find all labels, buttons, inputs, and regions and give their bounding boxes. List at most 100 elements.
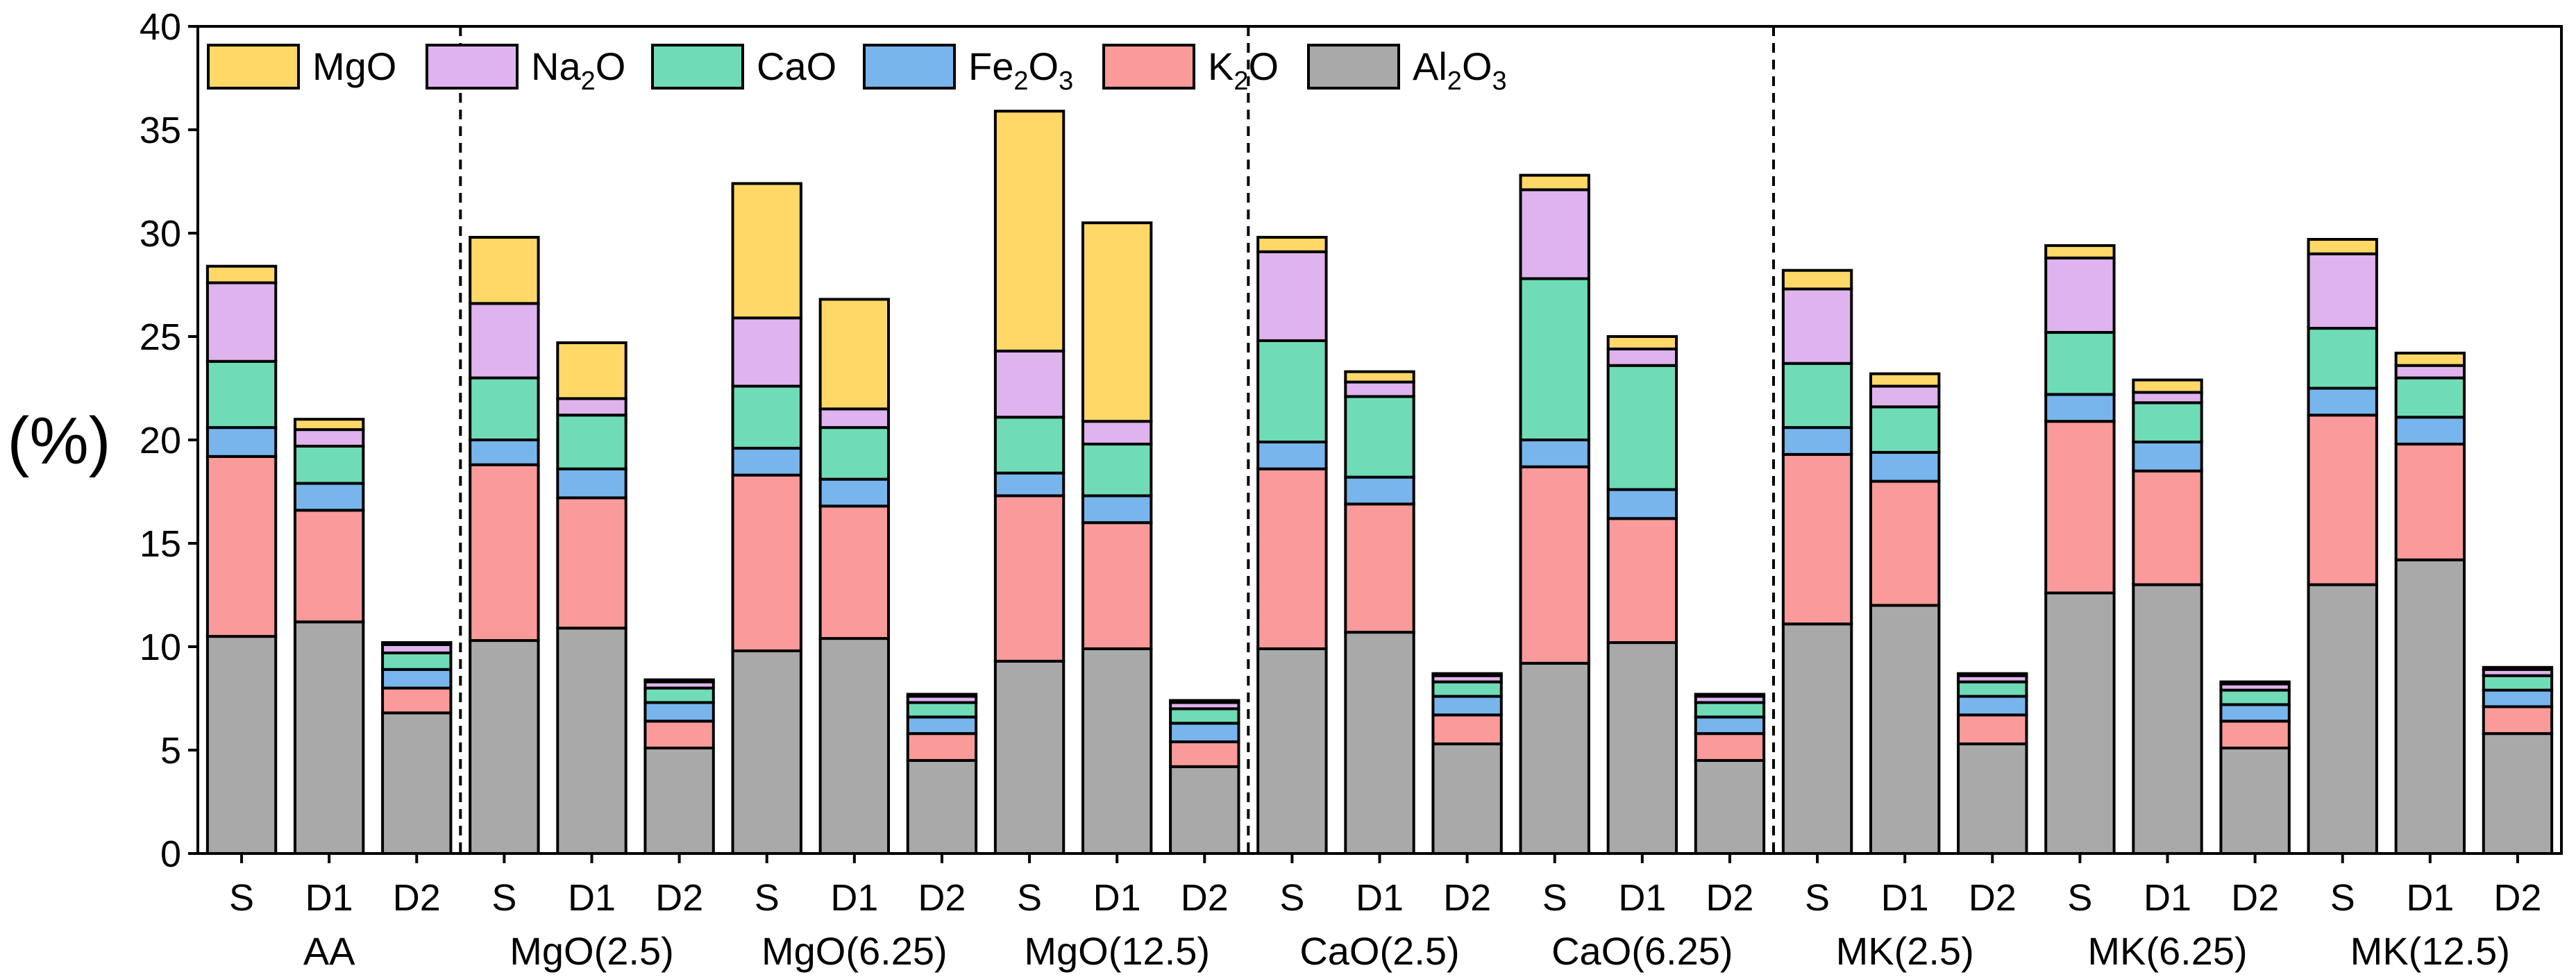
bar-segment-k2o: [1519, 465, 1590, 665]
bar-segment-al2o3: [1081, 647, 1153, 855]
bar-segment-k2o: [1869, 479, 1941, 607]
bar-segment-fe2o3: [2394, 416, 2466, 445]
y-tick-label: 30: [140, 213, 181, 255]
bar-segment-mgo: [1606, 335, 1678, 350]
bar-segment-mgo: [1169, 699, 1240, 704]
bar-segment-fe2o3: [2307, 386, 2378, 417]
legend-label: Na2O: [531, 44, 625, 96]
stacked-bar: [469, 235, 540, 855]
x-tick-label: D2: [1969, 877, 2017, 919]
bar-segment-k2o: [643, 720, 715, 750]
bar-segment-al2o3: [2307, 583, 2378, 855]
stacked-bar: [381, 641, 453, 855]
legend-item-al2o3: Al2O3: [1307, 44, 1507, 96]
bar-segment-k2o: [2307, 414, 2378, 586]
x-tick-label: S: [2330, 877, 2355, 919]
bar-segment-fe2o3: [993, 471, 1066, 498]
x-tick-label: D1: [568, 877, 616, 919]
x-tick-label: D1: [305, 877, 353, 919]
bar-segment-k2o: [2394, 442, 2466, 561]
bar-segment-fe2o3: [2132, 440, 2203, 473]
bar-segment-al2o3: [2482, 732, 2554, 856]
bar-segment-k2o: [1431, 713, 1503, 746]
bar-segment-cao: [381, 651, 453, 671]
bar-segment-fe2o3: [1869, 450, 1941, 483]
bar-segment-na2o: [2132, 391, 2203, 405]
group-label: MgO(2.5): [510, 929, 674, 973]
bar-segment-na2o: [993, 349, 1066, 419]
x-tick-label: D1: [1356, 877, 1404, 919]
group-label: CaO(6.25): [1551, 929, 1733, 973]
y-axis-label: (%): [7, 404, 110, 478]
legend-item-cao: CaO: [651, 44, 836, 90]
y-tick-label: 35: [140, 110, 181, 151]
bar-segment-mgo: [906, 693, 978, 698]
bar-segment-fe2o3: [2482, 688, 2554, 708]
group-label: MgO(6.25): [761, 929, 948, 973]
bar-segment-k2o: [2044, 420, 2116, 595]
bar-segment-k2o: [731, 473, 802, 652]
stacked-bar: [906, 693, 978, 856]
legend-swatch: [651, 44, 744, 90]
bar-segment-na2o: [1256, 250, 1328, 342]
bar-segment-cao: [556, 414, 628, 470]
bar-segment-k2o: [556, 496, 628, 630]
bar-segment-na2o: [1081, 420, 1153, 445]
bar-segment-k2o: [293, 509, 365, 624]
bar-segment-mgo: [556, 341, 628, 400]
stacked-bar: [1431, 672, 1503, 856]
legend-swatch: [1307, 44, 1400, 90]
x-tick-label: S: [1805, 877, 1830, 919]
bar-segment-na2o: [1869, 384, 1941, 409]
bar-segment-cao: [818, 426, 891, 481]
bar-segment-cao: [906, 701, 978, 719]
bar-segment-mgo: [1694, 693, 1766, 698]
bar-segment-cao: [1694, 701, 1766, 719]
bar-segment-al2o3: [818, 637, 891, 856]
bar-segment-na2o: [1519, 188, 1590, 280]
bar-segment-fe2o3: [906, 715, 978, 736]
bar-segment-fe2o3: [1256, 440, 1328, 470]
x-tick-label: D1: [1618, 877, 1666, 919]
y-tick-label: 25: [140, 316, 181, 358]
x-tick-label: S: [1017, 877, 1042, 919]
bar-segment-mgo: [1344, 370, 1415, 384]
bar-segment-k2o: [1169, 740, 1240, 768]
bar-segment-fe2o3: [556, 467, 628, 500]
bar-segment-k2o: [1957, 713, 2028, 746]
bar-segment-mgo: [1869, 372, 1941, 388]
stacked-bar: [1869, 372, 1941, 856]
bar-segment-al2o3: [1519, 661, 1590, 856]
stacked-bar: [1344, 370, 1415, 855]
legend-swatch: [863, 44, 956, 90]
bar-segment-na2o: [818, 407, 891, 430]
bar-segment-mgo: [2394, 351, 2466, 367]
bar-segment-na2o: [1606, 347, 1678, 367]
bar-segment-fe2o3: [1169, 722, 1240, 744]
x-axis: S D1 D2 S D1 D2 S D1 D2 S D1 D2 S D1 D2 S D1 D2 S D1 D2 S D1 D2…: [229, 853, 2541, 973]
bar-segment-al2o3: [1344, 631, 1415, 855]
bar-segment-al2o3: [381, 711, 453, 855]
bar-segment-mgo: [643, 678, 715, 683]
bar-segment-al2o3: [1869, 604, 1941, 856]
stacked-bar: [2307, 237, 2378, 855]
legend-label: Fe2O3: [968, 44, 1073, 96]
bar-segment-k2o: [1256, 467, 1328, 650]
bar-segment-na2o: [2394, 364, 2466, 380]
bar-segment-mgo: [381, 641, 453, 647]
x-tick-label: D1: [2144, 877, 2191, 919]
bar-segment-al2o3: [469, 639, 540, 855]
legend-label: MgO: [312, 44, 396, 88]
x-tick-label: D2: [1443, 877, 1491, 919]
bar-segment-cao: [1606, 364, 1678, 491]
x-tick-label: D1: [1881, 877, 1929, 919]
bar-segment-al2o3: [1957, 742, 2028, 856]
bar-segment-al2o3: [293, 620, 365, 855]
bar-segment-mgo: [1781, 269, 1853, 291]
bar-segment-fe2o3: [293, 482, 365, 512]
bar-segment-k2o: [2482, 705, 2554, 736]
y-tick-label: 15: [140, 523, 181, 565]
x-tick-label: D2: [2493, 877, 2541, 919]
bar-segment-k2o: [205, 454, 278, 638]
bar-segment-k2o: [818, 504, 891, 640]
